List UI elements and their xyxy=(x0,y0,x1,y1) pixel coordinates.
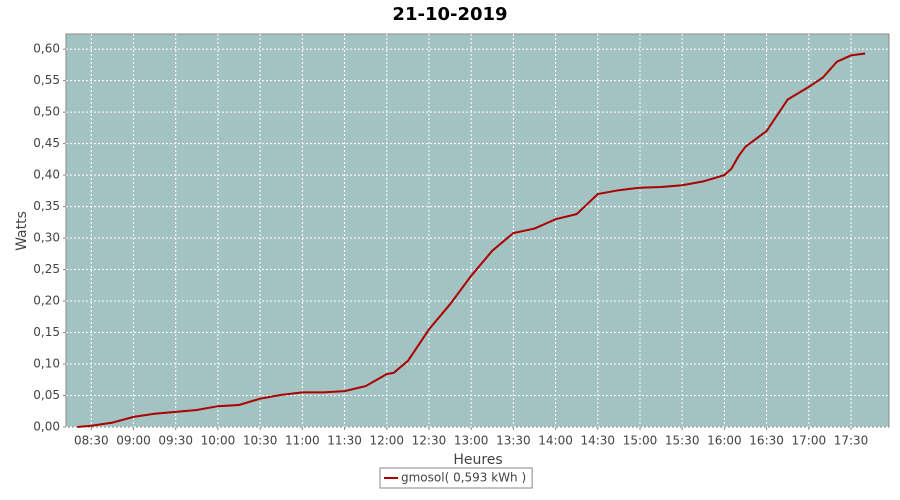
y-axis-label: Watts xyxy=(14,211,30,251)
legend-label: gmosol( 0,593 kWh ) xyxy=(401,471,526,485)
x-axis-label: Heures xyxy=(453,452,502,468)
x-tick-label: 12:30 xyxy=(412,434,447,448)
x-tick-label: 15:00 xyxy=(623,434,658,448)
x-tick-label: 11:00 xyxy=(285,434,320,448)
legend-box xyxy=(379,467,533,489)
x-tick-label: 17:00 xyxy=(792,434,827,448)
y-tick-label: 0,50 xyxy=(33,105,60,119)
x-tick-label: 16:30 xyxy=(749,434,784,448)
chart-title: 21-10-2019 xyxy=(392,4,507,25)
y-tick-label: 0,60 xyxy=(33,42,60,56)
line-series xyxy=(77,52,866,428)
x-tick-label: 12:00 xyxy=(369,434,404,448)
x-tick-label: 10:30 xyxy=(243,434,278,448)
y-tick-label: 0,00 xyxy=(33,420,60,434)
x-tick-label: 14:30 xyxy=(580,434,615,448)
x-tick-label: 13:30 xyxy=(496,434,531,448)
x-tick-label: 09:30 xyxy=(158,434,193,448)
x-tick-label: 15:30 xyxy=(665,434,700,448)
y-tick-label: 0,15 xyxy=(33,325,60,339)
y-tick-label: 0,35 xyxy=(33,199,60,213)
x-tick-label: 11:30 xyxy=(327,434,362,448)
y-tick-label: 0,20 xyxy=(33,294,60,308)
plot-area xyxy=(65,33,890,428)
y-tick-label: 0,10 xyxy=(33,357,60,371)
y-tick-label: 0,30 xyxy=(33,231,60,245)
y-tick-label: 0,55 xyxy=(33,73,60,87)
y-tick-label: 0,40 xyxy=(33,168,60,182)
x-tick-label: 10:00 xyxy=(201,434,236,448)
x-tick-label: 14:00 xyxy=(538,434,573,448)
x-tick-label: 09:00 xyxy=(116,434,151,448)
x-tick-label: 16:00 xyxy=(707,434,742,448)
y-tick-label: 0,25 xyxy=(33,262,60,276)
legend: gmosol( 0,593 kWh ) xyxy=(379,467,533,489)
y-tick-label: 0,05 xyxy=(33,388,60,402)
y-tick-label: 0,45 xyxy=(33,136,60,150)
x-tick-label: 13:00 xyxy=(454,434,489,448)
x-tick-label: 08:30 xyxy=(74,434,109,448)
x-tick-label: 17:30 xyxy=(834,434,869,448)
